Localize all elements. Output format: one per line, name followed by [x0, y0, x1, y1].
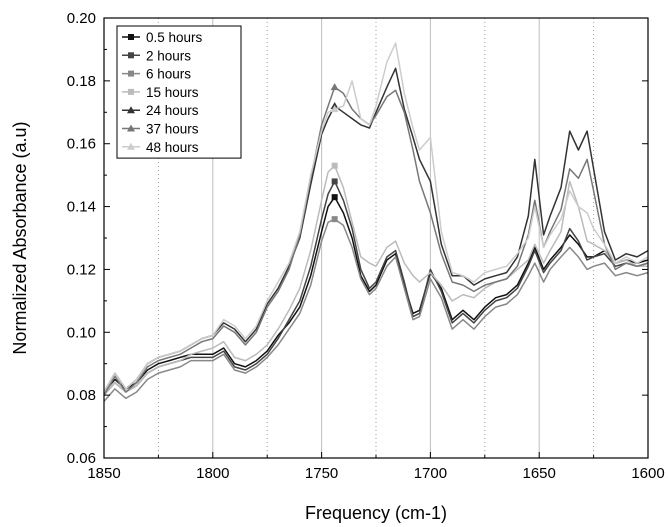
legend-label: 2 hours: [146, 48, 191, 63]
y-tick-label: 0.14: [67, 199, 96, 216]
series-lines: [103, 42, 649, 402]
legend-marker: [128, 70, 134, 77]
legend-label: 15 hours: [146, 85, 199, 100]
x-tick-label: 1850: [87, 465, 120, 482]
legend-label: 37 hours: [146, 122, 199, 137]
legend: 0.5 hours 2 hours 6 hours 15 hours 24 hours 3…: [116, 25, 242, 159]
y-axis-ticks: 0.06 0.08 0.10 0.12 0.14 0.16 0.18 0.20: [67, 10, 648, 467]
series-line: [103, 196, 649, 393]
y-tick-label: 0.16: [67, 136, 96, 153]
legend-label: 48 hours: [146, 140, 199, 155]
legend-marker: [128, 52, 134, 59]
series-line: [103, 164, 648, 396]
y-tick-label: 0.06: [67, 450, 96, 467]
y-tick-label: 0.18: [67, 73, 96, 90]
legend-marker: [127, 124, 135, 132]
x-tick-label: 1600: [631, 465, 664, 482]
x-tick-label: 1700: [414, 465, 447, 482]
y-tick-label: 0.20: [67, 10, 96, 27]
series-marker: [331, 162, 338, 169]
y-tick-label: 0.10: [67, 324, 96, 341]
y-tick-label: 0.12: [67, 261, 96, 278]
y-tick-label: 0.08: [67, 387, 96, 404]
x-tick-label: 1800: [196, 465, 229, 482]
gridlines: [157, 18, 595, 458]
y-axis-title: Normalized Absorbance (a.u): [10, 121, 30, 354]
series-marker: [331, 178, 338, 185]
series-line: [103, 180, 649, 396]
legend-marker: [127, 142, 135, 150]
legend-label: 6 hours: [146, 67, 191, 82]
legend-marker: [128, 88, 134, 95]
series-line: [103, 218, 649, 402]
x-tick-label: 1750: [305, 465, 338, 482]
series-marker: [330, 105, 339, 113]
series-marker: [331, 194, 338, 201]
legend-marker: [128, 34, 134, 40]
series-marker: [331, 216, 338, 223]
legend-label: 24 hours: [146, 103, 199, 118]
x-axis-title: Frequency (cm-1): [305, 503, 447, 523]
x-tick-label: 1650: [523, 465, 556, 482]
series-line: [103, 42, 649, 393]
legend-marker: [127, 106, 135, 114]
legend-label: 0.5 hours: [146, 30, 203, 45]
series-line: [103, 86, 649, 396]
series-marker: [330, 83, 339, 91]
x-axis-ticks: 1850 1800 1750 1700 1650 1600: [87, 452, 665, 482]
